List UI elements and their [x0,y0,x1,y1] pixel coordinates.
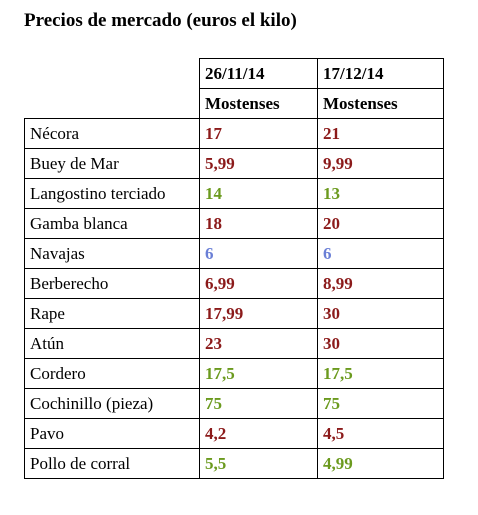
price-26-11-14: 17,5 [199,358,318,389]
price-17-12-14: 13 [317,178,444,209]
price-26-11-14: 5,5 [199,448,318,479]
product-name: Atún [24,328,200,359]
table-row: Atún 23 30 [24,328,444,359]
price-17-12-14: 30 [317,328,444,359]
price-17-12-14: 75 [317,388,444,419]
table-row: Rape 17,99 30 [24,298,444,329]
column-date-1: 26/11/14 [199,58,318,89]
price-17-12-14: 9,99 [317,148,444,179]
price-17-12-14: 20 [317,208,444,239]
price-26-11-14: 17 [199,118,318,149]
header-blank-cell [24,58,200,89]
price-26-11-14: 23 [199,328,318,359]
price-17-12-14: 8,99 [317,268,444,299]
price-17-12-14: 21 [317,118,444,149]
page-title: Precios de mercado (euros el kilo) [24,10,297,31]
header-date-row: 26/11/14 17/12/14 [24,58,444,89]
product-name: Rape [24,298,200,329]
table-row: Cordero 17,5 17,5 [24,358,444,389]
header-blank-cell [24,88,200,119]
product-name: Langostino terciado [24,178,200,209]
product-name: Pollo de corral [24,448,200,479]
price-17-12-14: 30 [317,298,444,329]
table-row: Buey de Mar 5,99 9,99 [24,148,444,179]
column-market-2: Mostenses [317,88,444,119]
table-row: Berberecho 6,99 8,99 [24,268,444,299]
price-17-12-14: 4,5 [317,418,444,449]
price-26-11-14: 14 [199,178,318,209]
table-row: Nécora 17 21 [24,118,444,149]
product-name: Buey de Mar [24,148,200,179]
product-name: Gamba blanca [24,208,200,239]
price-26-11-14: 6 [199,238,318,269]
table-row: Pavo 4,2 4,5 [24,418,444,449]
price-26-11-14: 18 [199,208,318,239]
table-row: Gamba blanca 18 20 [24,208,444,239]
price-26-11-14: 75 [199,388,318,419]
table-row: Langostino terciado 14 13 [24,178,444,209]
product-name: Cochinillo (pieza) [24,388,200,419]
price-26-11-14: 17,99 [199,298,318,329]
table-row: Pollo de corral 5,5 4,99 [24,448,444,479]
product-name: Cordero [24,358,200,389]
table-row: Cochinillo (pieza) 75 75 [24,388,444,419]
table-row: Navajas 6 6 [24,238,444,269]
header-market-row: Mostenses Mostenses [24,88,444,119]
price-26-11-14: 5,99 [199,148,318,179]
column-market-1: Mostenses [199,88,318,119]
column-date-2: 17/12/14 [317,58,444,89]
price-17-12-14: 6 [317,238,444,269]
price-26-11-14: 4,2 [199,418,318,449]
product-name: Pavo [24,418,200,449]
price-17-12-14: 17,5 [317,358,444,389]
price-table: 26/11/14 17/12/14 Mostenses Mostenses Né… [24,58,444,479]
product-name: Navajas [24,238,200,269]
product-name: Berberecho [24,268,200,299]
price-26-11-14: 6,99 [199,268,318,299]
product-name: Nécora [24,118,200,149]
price-17-12-14: 4,99 [317,448,444,479]
